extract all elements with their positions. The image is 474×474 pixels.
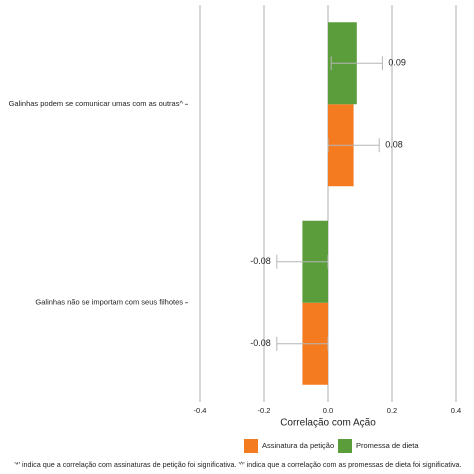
x-tick-label: 0.0: [323, 406, 333, 415]
legend-swatch: [244, 439, 258, 453]
legend-label: Assinatura da petição: [262, 441, 334, 450]
y-tick-label: Galinhas não se importam com seus filhot…: [35, 298, 183, 307]
x-tick-label: 0.2: [387, 406, 397, 415]
value-label: -0.08: [250, 338, 271, 348]
x-tick-label: -0.4: [194, 406, 207, 415]
legend-label: Promessa de dieta: [356, 441, 419, 450]
legend-swatch: [338, 439, 352, 453]
value-label: -0.08: [250, 256, 271, 266]
value-label: 0.08: [385, 140, 403, 150]
error-bar: [276, 336, 329, 351]
x-tick-label: -0.2: [258, 406, 271, 415]
error-bar: [327, 138, 380, 153]
value-label: 0.09: [388, 58, 406, 68]
y-tick-label: Galinhas podem se comunicar umas com as …: [9, 99, 184, 108]
error-bar: [330, 56, 383, 71]
error-bar: [276, 254, 329, 269]
x-axis-title: Correlação com Ação: [280, 418, 376, 429]
footnote: '*' indica que a correlação com assinatu…: [14, 460, 461, 469]
x-tick-label: 0.4: [451, 406, 461, 415]
